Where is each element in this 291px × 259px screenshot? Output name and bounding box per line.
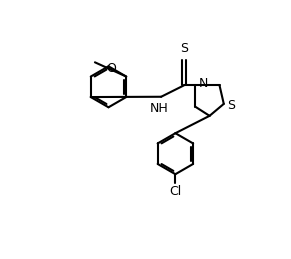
Text: S: S bbox=[180, 42, 188, 55]
Text: NH: NH bbox=[150, 102, 168, 115]
Text: O: O bbox=[106, 62, 116, 75]
Text: N: N bbox=[199, 77, 208, 90]
Text: S: S bbox=[227, 99, 235, 112]
Text: Cl: Cl bbox=[169, 185, 182, 198]
